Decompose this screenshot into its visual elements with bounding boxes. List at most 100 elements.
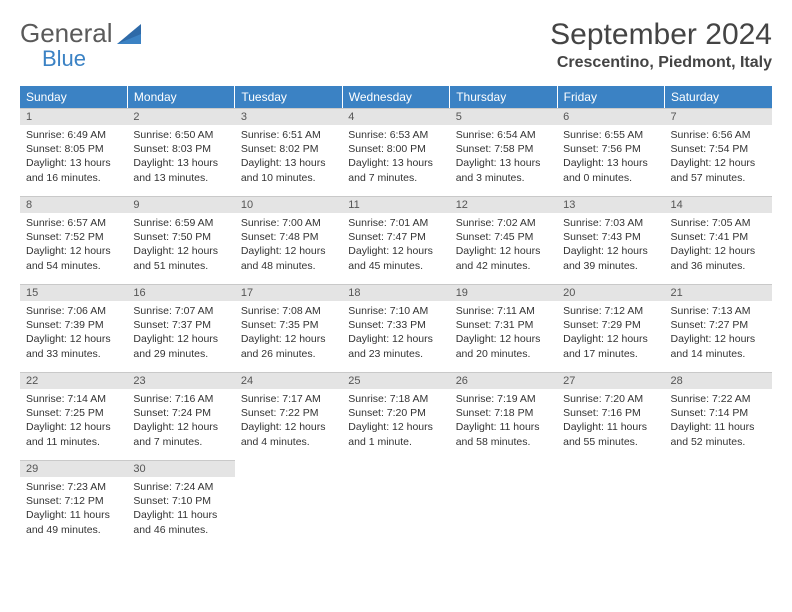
- daylight-text: and 7 minutes.: [348, 171, 443, 185]
- sunset-text: Sunset: 7:29 PM: [563, 318, 658, 332]
- calendar-cell: .: [557, 460, 664, 548]
- day-content: Sunrise: 7:06 AMSunset: 7:39 PMDaylight:…: [20, 301, 127, 367]
- sunset-text: Sunset: 7:37 PM: [133, 318, 228, 332]
- day-number: 27: [557, 372, 664, 389]
- day-content: Sunrise: 7:00 AMSunset: 7:48 PMDaylight:…: [235, 213, 342, 279]
- brand-triangle-icon: [117, 24, 141, 44]
- daylight-text: Daylight: 13 hours: [348, 156, 443, 170]
- location-text: Crescentino, Piedmont, Italy: [550, 54, 772, 72]
- daylight-text: and 42 minutes.: [456, 259, 551, 273]
- calendar-cell: .: [235, 460, 342, 548]
- day-content: Sunrise: 7:05 AMSunset: 7:41 PMDaylight:…: [665, 213, 772, 279]
- day-header: Tuesday: [235, 86, 342, 108]
- day-header: Friday: [557, 86, 664, 108]
- calendar-cell: 13Sunrise: 7:03 AMSunset: 7:43 PMDayligh…: [557, 196, 664, 284]
- brand-part1: General: [20, 18, 113, 49]
- daylight-text: Daylight: 11 hours: [671, 420, 766, 434]
- day-header: Monday: [127, 86, 234, 108]
- daylight-text: Daylight: 12 hours: [133, 244, 228, 258]
- sunset-text: Sunset: 7:22 PM: [241, 406, 336, 420]
- day-number: 28: [665, 372, 772, 389]
- sunrise-text: Sunrise: 7:22 AM: [671, 392, 766, 406]
- calendar-week: 8Sunrise: 6:57 AMSunset: 7:52 PMDaylight…: [20, 196, 772, 284]
- day-number: 3: [235, 108, 342, 125]
- day-number: 26: [450, 372, 557, 389]
- day-number: 19: [450, 284, 557, 301]
- daylight-text: and 20 minutes.: [456, 347, 551, 361]
- sunrise-text: Sunrise: 6:51 AM: [241, 128, 336, 142]
- day-number: 29: [20, 460, 127, 477]
- day-content: Sunrise: 6:59 AMSunset: 7:50 PMDaylight:…: [127, 213, 234, 279]
- sunrise-text: Sunrise: 7:11 AM: [456, 304, 551, 318]
- day-content: Sunrise: 6:50 AMSunset: 8:03 PMDaylight:…: [127, 125, 234, 191]
- daylight-text: and 7 minutes.: [133, 435, 228, 449]
- day-content: Sunrise: 7:01 AMSunset: 7:47 PMDaylight:…: [342, 213, 449, 279]
- daylight-text: and 1 minute.: [348, 435, 443, 449]
- calendar-week: 22Sunrise: 7:14 AMSunset: 7:25 PMDayligh…: [20, 372, 772, 460]
- sunset-text: Sunset: 8:02 PM: [241, 142, 336, 156]
- day-number: 22: [20, 372, 127, 389]
- daylight-text: Daylight: 11 hours: [26, 508, 121, 522]
- daylight-text: and 29 minutes.: [133, 347, 228, 361]
- calendar-cell: 4Sunrise: 6:53 AMSunset: 8:00 PMDaylight…: [342, 108, 449, 196]
- daylight-text: and 4 minutes.: [241, 435, 336, 449]
- daylight-text: Daylight: 12 hours: [26, 244, 121, 258]
- sunset-text: Sunset: 7:14 PM: [671, 406, 766, 420]
- calendar-cell: 10Sunrise: 7:00 AMSunset: 7:48 PMDayligh…: [235, 196, 342, 284]
- day-header: Saturday: [665, 86, 772, 108]
- day-content: Sunrise: 7:03 AMSunset: 7:43 PMDaylight:…: [557, 213, 664, 279]
- sunrise-text: Sunrise: 7:23 AM: [26, 480, 121, 494]
- calendar-cell: 1Sunrise: 6:49 AMSunset: 8:05 PMDaylight…: [20, 108, 127, 196]
- calendar-cell: 14Sunrise: 7:05 AMSunset: 7:41 PMDayligh…: [665, 196, 772, 284]
- calendar-cell: 6Sunrise: 6:55 AMSunset: 7:56 PMDaylight…: [557, 108, 664, 196]
- calendar-cell: 7Sunrise: 6:56 AMSunset: 7:54 PMDaylight…: [665, 108, 772, 196]
- daylight-text: Daylight: 13 hours: [241, 156, 336, 170]
- sunrise-text: Sunrise: 6:54 AM: [456, 128, 551, 142]
- calendar-head: SundayMondayTuesdayWednesdayThursdayFrid…: [20, 86, 772, 108]
- daylight-text: and 36 minutes.: [671, 259, 766, 273]
- sunrise-text: Sunrise: 7:24 AM: [133, 480, 228, 494]
- daylight-text: Daylight: 12 hours: [671, 244, 766, 258]
- daylight-text: and 45 minutes.: [348, 259, 443, 273]
- daylight-text: and 14 minutes.: [671, 347, 766, 361]
- daylight-text: Daylight: 12 hours: [671, 156, 766, 170]
- month-title: September 2024: [550, 18, 772, 52]
- day-number: 16: [127, 284, 234, 301]
- sunrise-text: Sunrise: 7:07 AM: [133, 304, 228, 318]
- sunset-text: Sunset: 7:35 PM: [241, 318, 336, 332]
- daylight-text: and 57 minutes.: [671, 171, 766, 185]
- daylight-text: Daylight: 11 hours: [133, 508, 228, 522]
- daylight-text: and 39 minutes.: [563, 259, 658, 273]
- day-number: 21: [665, 284, 772, 301]
- calendar-cell: .: [450, 460, 557, 548]
- calendar-cell: 17Sunrise: 7:08 AMSunset: 7:35 PMDayligh…: [235, 284, 342, 372]
- day-content: Sunrise: 7:02 AMSunset: 7:45 PMDaylight:…: [450, 213, 557, 279]
- sunrise-text: Sunrise: 7:03 AM: [563, 216, 658, 230]
- day-number: 30: [127, 460, 234, 477]
- calendar-cell: 8Sunrise: 6:57 AMSunset: 7:52 PMDaylight…: [20, 196, 127, 284]
- sunrise-text: Sunrise: 7:19 AM: [456, 392, 551, 406]
- sunrise-text: Sunrise: 7:01 AM: [348, 216, 443, 230]
- day-content: Sunrise: 7:13 AMSunset: 7:27 PMDaylight:…: [665, 301, 772, 367]
- daylight-text: Daylight: 12 hours: [241, 244, 336, 258]
- sunrise-text: Sunrise: 7:20 AM: [563, 392, 658, 406]
- daylight-text: and 52 minutes.: [671, 435, 766, 449]
- sunset-text: Sunset: 7:18 PM: [456, 406, 551, 420]
- sunset-text: Sunset: 7:25 PM: [26, 406, 121, 420]
- sunset-text: Sunset: 7:43 PM: [563, 230, 658, 244]
- daylight-text: Daylight: 12 hours: [241, 420, 336, 434]
- daylight-text: and 23 minutes.: [348, 347, 443, 361]
- daylight-text: and 58 minutes.: [456, 435, 551, 449]
- day-content: Sunrise: 7:11 AMSunset: 7:31 PMDaylight:…: [450, 301, 557, 367]
- sunset-text: Sunset: 7:45 PM: [456, 230, 551, 244]
- sunrise-text: Sunrise: 6:59 AM: [133, 216, 228, 230]
- daylight-text: Daylight: 12 hours: [133, 420, 228, 434]
- calendar-cell: 15Sunrise: 7:06 AMSunset: 7:39 PMDayligh…: [20, 284, 127, 372]
- calendar-cell: 19Sunrise: 7:11 AMSunset: 7:31 PMDayligh…: [450, 284, 557, 372]
- day-number: 13: [557, 196, 664, 213]
- sunset-text: Sunset: 7:56 PM: [563, 142, 658, 156]
- day-header: Wednesday: [342, 86, 449, 108]
- calendar-cell: 9Sunrise: 6:59 AMSunset: 7:50 PMDaylight…: [127, 196, 234, 284]
- sunset-text: Sunset: 7:50 PM: [133, 230, 228, 244]
- day-header: Sunday: [20, 86, 127, 108]
